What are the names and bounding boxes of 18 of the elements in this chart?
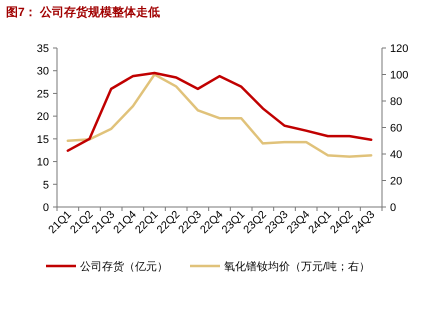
y2-tick-label: 40 bbox=[390, 149, 402, 161]
y-tick-label: 0 bbox=[42, 202, 49, 214]
y2-tick-label: 100 bbox=[390, 70, 408, 82]
y2-tick-label: 60 bbox=[390, 122, 402, 134]
y-tick-label: 25 bbox=[36, 88, 49, 100]
y2-tick-label: 80 bbox=[390, 96, 402, 108]
y2-tick-label: 120 bbox=[390, 43, 408, 55]
y2-tick-label: 0 bbox=[390, 202, 396, 214]
chart-title: 图7： 公司存货规模整体走低 bbox=[6, 5, 160, 19]
y-tick-label: 5 bbox=[42, 179, 49, 192]
y2-tick-label: 20 bbox=[390, 176, 402, 188]
y-tick-label: 10 bbox=[36, 156, 49, 169]
y-tick-label: 15 bbox=[36, 134, 49, 146]
y-tick-label: 30 bbox=[36, 66, 49, 78]
legend-label: 公司存货（亿元） bbox=[80, 261, 168, 273]
legend-label: 氧化镨钕均价（万元/吨；右） bbox=[224, 260, 370, 273]
y-tick-label: 35 bbox=[36, 43, 49, 55]
y-tick-label: 20 bbox=[36, 111, 49, 124]
